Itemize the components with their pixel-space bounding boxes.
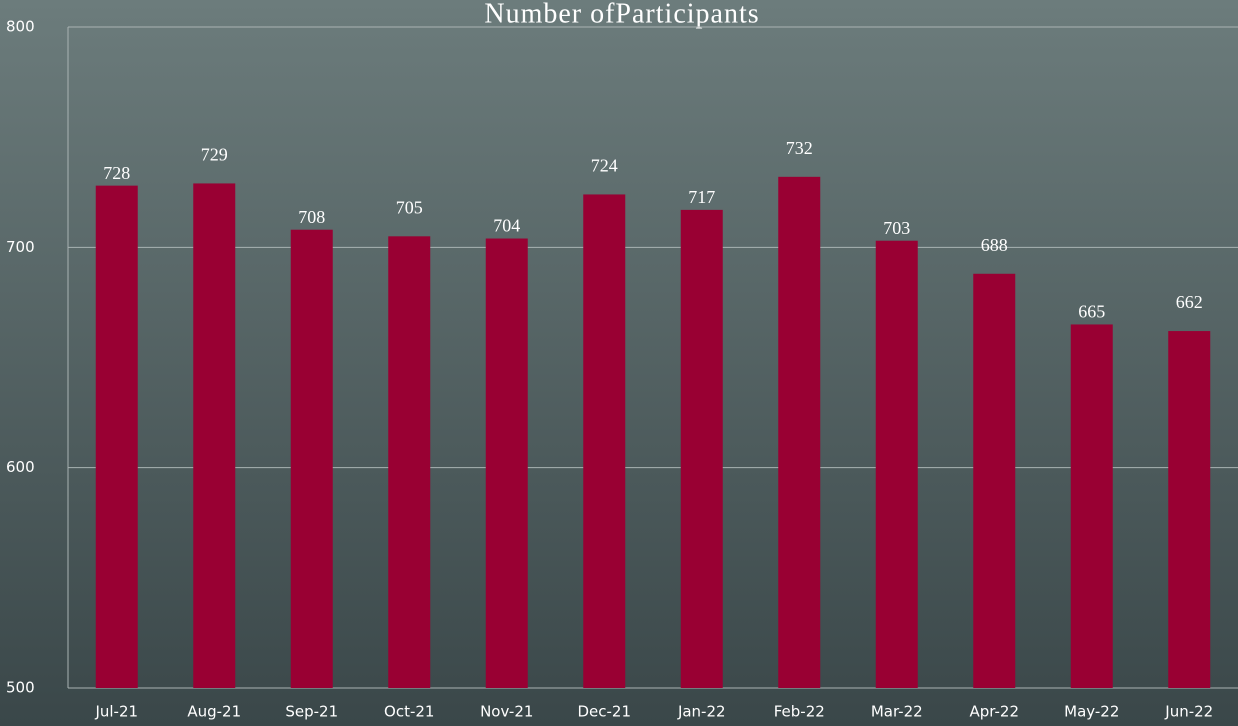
value-label: 662 <box>1176 292 1203 312</box>
bar <box>485 238 528 688</box>
value-label: 703 <box>883 218 910 238</box>
value-label: 705 <box>396 197 423 217</box>
x-tick-label: Oct-21 <box>384 703 434 721</box>
value-label: 728 <box>103 163 130 183</box>
x-tick-label: Apr-22 <box>970 703 1020 721</box>
x-tick-label: Jan-22 <box>677 703 726 721</box>
value-label: 708 <box>298 207 325 227</box>
x-tick-label: Feb-22 <box>774 703 825 721</box>
bar <box>778 176 821 688</box>
value-label: 665 <box>1078 302 1105 322</box>
bar <box>388 236 431 689</box>
x-tick-label: Nov-21 <box>480 703 533 721</box>
value-label: 717 <box>688 187 715 207</box>
bar <box>193 183 236 689</box>
x-tick-label: Sep-21 <box>285 703 338 721</box>
bar <box>680 209 723 689</box>
chart-title: Number ofParticipants <box>484 0 759 29</box>
x-tick-label: Jun-22 <box>1164 703 1213 721</box>
x-tick-label: Aug-21 <box>187 703 241 721</box>
bar <box>583 194 626 688</box>
value-label: 704 <box>493 216 520 236</box>
x-tick-label: Mar-22 <box>871 703 923 721</box>
bar <box>95 185 138 688</box>
bar <box>875 240 918 688</box>
value-label: 729 <box>201 145 228 165</box>
y-tick-label: 600 <box>6 458 35 476</box>
value-label: 724 <box>591 156 618 176</box>
y-tick-label: 500 <box>6 679 35 697</box>
bar <box>290 229 333 688</box>
value-label: 688 <box>981 235 1008 255</box>
x-tick-label: Jul-21 <box>94 703 138 721</box>
y-tick-label: 800 <box>6 18 35 36</box>
value-label: 732 <box>786 138 813 158</box>
y-tick-label: 700 <box>6 238 35 256</box>
bar <box>973 273 1016 688</box>
x-tick-label: May-22 <box>1064 703 1119 721</box>
bar <box>1070 324 1113 688</box>
x-tick-label: Dec-21 <box>577 703 631 721</box>
bar <box>1168 331 1211 688</box>
